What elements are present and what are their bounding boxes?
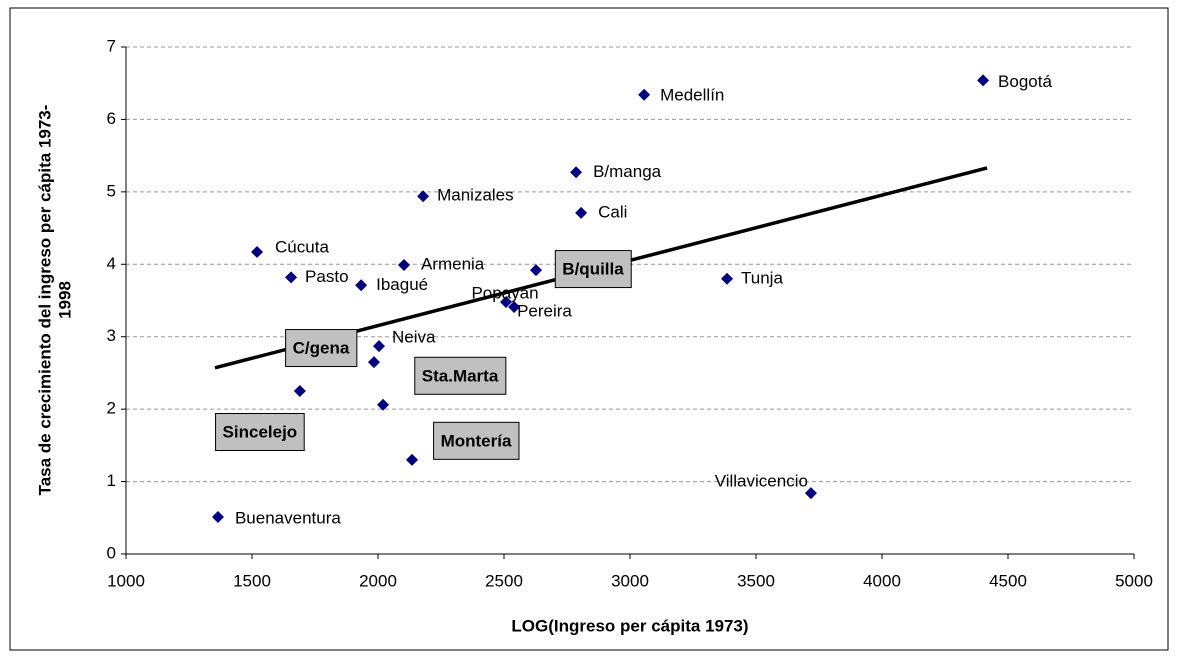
point-label: Medellín bbox=[660, 85, 724, 104]
boxed-label: Montería bbox=[433, 421, 520, 460]
label-box bbox=[414, 356, 507, 395]
x-tick-label: 4500 bbox=[989, 571, 1027, 590]
point bbox=[530, 264, 543, 277]
point bbox=[211, 511, 224, 524]
x-tick-label: 3500 bbox=[737, 571, 775, 590]
point bbox=[570, 166, 583, 179]
y-axis-title: 1998 bbox=[55, 281, 74, 319]
point bbox=[355, 279, 368, 292]
y-tick-label: 3 bbox=[107, 326, 116, 345]
label-box bbox=[554, 250, 632, 289]
point bbox=[397, 259, 410, 272]
y-tick-label: 1 bbox=[107, 471, 116, 490]
point-label: Buenaventura bbox=[235, 509, 341, 528]
point-label: C/gena bbox=[293, 339, 350, 358]
point-label: Sincelejo bbox=[223, 423, 298, 442]
point-label: Bogotá bbox=[998, 72, 1052, 91]
point-label: Pereira bbox=[517, 302, 572, 321]
label-box bbox=[215, 413, 305, 452]
y-tick-label: 4 bbox=[107, 254, 116, 273]
point bbox=[804, 487, 817, 500]
point bbox=[373, 340, 386, 353]
y-tick-label: 5 bbox=[107, 181, 116, 200]
x-tick-label: 4000 bbox=[863, 571, 901, 590]
point bbox=[721, 272, 734, 285]
x-tick-label: 5000 bbox=[1115, 571, 1153, 590]
x-tick-label: 1000 bbox=[107, 571, 145, 590]
point-label: B/quilla bbox=[562, 260, 624, 279]
point-label: Neiva bbox=[392, 328, 436, 347]
point-label: Montería bbox=[441, 431, 512, 450]
point-label: Armenia bbox=[421, 254, 485, 273]
label-box bbox=[433, 421, 520, 460]
point bbox=[406, 453, 419, 466]
point bbox=[638, 88, 651, 101]
point-label: Tunja bbox=[741, 268, 783, 287]
y-axis-title: Tasa de crecimiento del ingreso per cápi… bbox=[35, 105, 54, 496]
point-label: Pasto bbox=[305, 267, 348, 286]
x-tick-label: 2500 bbox=[485, 571, 523, 590]
point bbox=[500, 295, 513, 308]
point-label: Popayán bbox=[471, 283, 538, 302]
point-label: Cúcuta bbox=[275, 237, 329, 256]
x-axis-title: LOG(Ingreso per cápita 1973) bbox=[511, 616, 748, 635]
point-label: Cali bbox=[598, 202, 627, 221]
point bbox=[251, 245, 264, 258]
point bbox=[293, 385, 306, 398]
point bbox=[977, 74, 990, 87]
y-tick-label: 7 bbox=[107, 36, 116, 55]
point-label: B/manga bbox=[593, 162, 662, 181]
point bbox=[367, 356, 380, 369]
y-tick-label: 2 bbox=[107, 399, 116, 418]
point-label: Villavicencio bbox=[715, 472, 808, 491]
x-tick-label: 2000 bbox=[359, 571, 397, 590]
point bbox=[508, 301, 521, 314]
boxed-label: B/quilla bbox=[554, 250, 632, 289]
point bbox=[417, 190, 430, 203]
point-label: Sta.Marta bbox=[422, 366, 499, 385]
y-tick-label: 6 bbox=[107, 109, 116, 128]
point bbox=[575, 206, 588, 219]
x-tick-label: 1500 bbox=[233, 571, 271, 590]
chart-frame bbox=[9, 7, 1169, 651]
y-tick-label: 0 bbox=[107, 543, 116, 562]
point-label: Ibagué bbox=[376, 275, 428, 294]
boxed-label: Sincelejo bbox=[215, 413, 305, 452]
point-label: Manizales bbox=[437, 186, 514, 205]
boxed-label: Sta.Marta bbox=[414, 356, 507, 395]
point bbox=[285, 271, 298, 284]
x-tick-label: 3000 bbox=[611, 571, 649, 590]
boxed-label: C/gena bbox=[285, 329, 358, 368]
point bbox=[377, 398, 390, 411]
label-box bbox=[285, 329, 358, 368]
